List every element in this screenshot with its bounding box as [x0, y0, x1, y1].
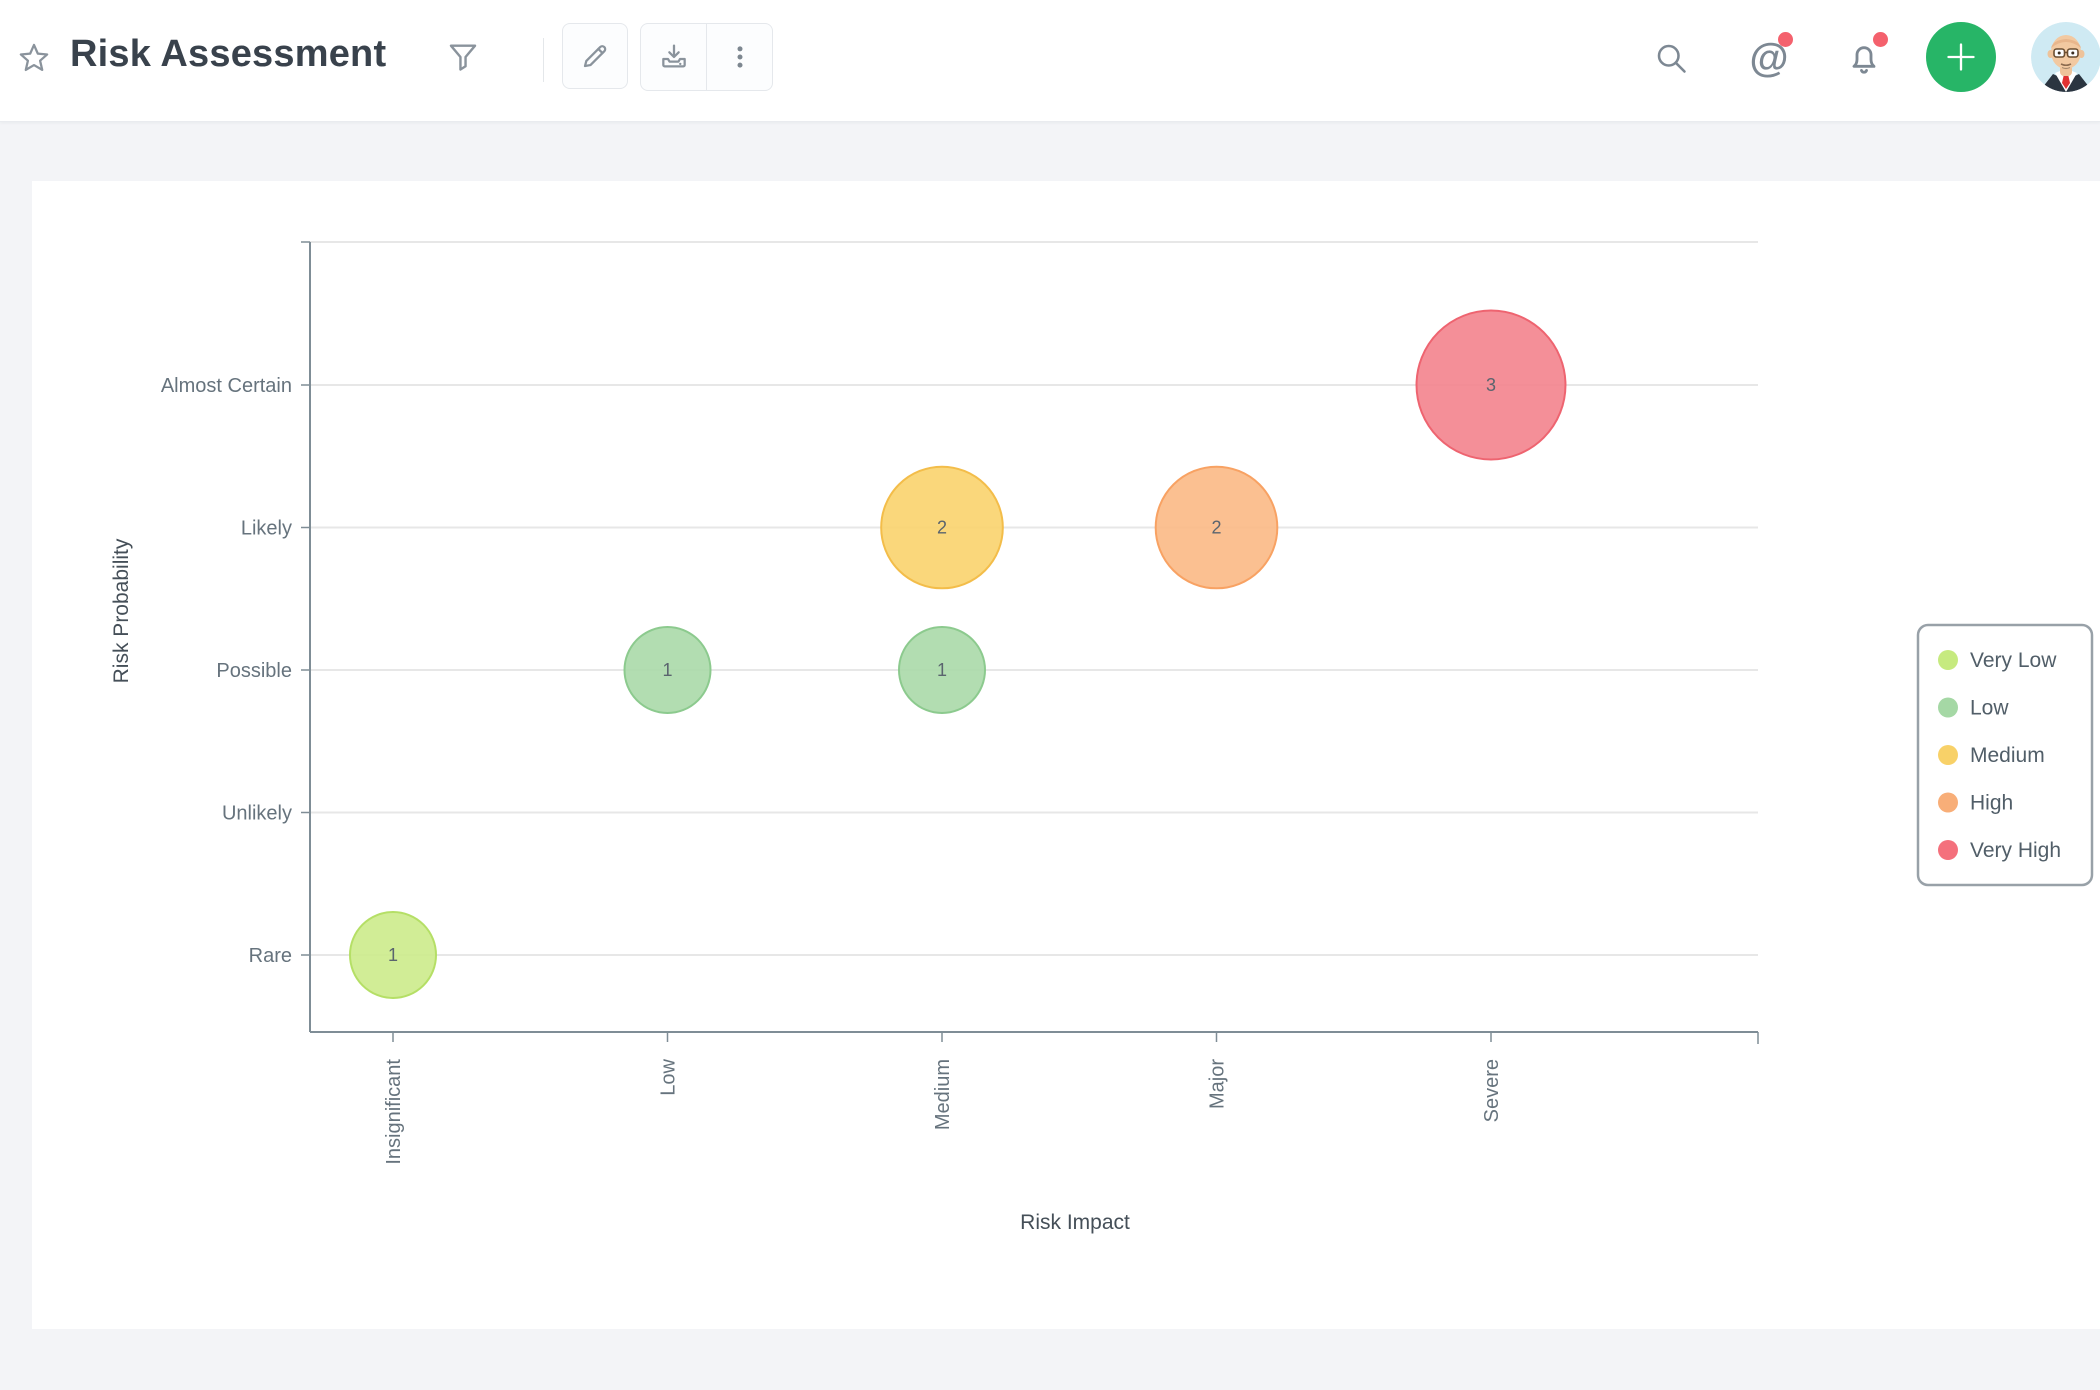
y-axis-label: Unlikely [222, 803, 292, 825]
legend-label[interactable]: High [1970, 792, 2013, 815]
legend-label[interactable]: Very High [1970, 839, 2061, 862]
legend-dot-low[interactable] [1938, 697, 1958, 718]
notification-badge [1873, 32, 1888, 47]
notification-bell-icon[interactable] [1842, 32, 1888, 80]
legend-label[interactable]: Medium [1970, 744, 2045, 767]
chart-card: 1 1 1 2 2 3 Rare Unlikely Possible Likely Almost C… [32, 181, 2100, 1329]
header-button-group [640, 23, 773, 91]
bubble-value: 1 [937, 660, 947, 680]
bubble-value: 1 [388, 945, 398, 965]
legend-box [1916, 623, 2094, 887]
y-axis-label: Possible [216, 660, 292, 682]
x-axis-title: Risk Impact [1020, 1211, 1130, 1234]
mention-badge [1778, 32, 1793, 47]
edit-button[interactable] [562, 23, 628, 89]
search-icon[interactable] [1652, 39, 1690, 77]
legend-dot-very-high[interactable] [1938, 840, 1958, 860]
legend-dot-medium[interactable] [1938, 745, 1958, 765]
y-axis-label: Almost Certain [161, 375, 292, 397]
top-header: Risk Assessment [0, 0, 2100, 122]
bubble-value: 2 [1211, 518, 1221, 538]
bubble-low[interactable] [623, 626, 712, 714]
legend-label[interactable]: Low [1970, 697, 2009, 720]
filter-icon[interactable] [445, 39, 481, 75]
x-axis-label: Severe [1481, 1059, 1503, 1122]
legend-label[interactable]: Very Low [1970, 649, 2057, 672]
download-button[interactable] [641, 24, 706, 90]
favorite-star-icon[interactable] [16, 40, 52, 76]
bubble-medium[interactable] [880, 465, 1004, 590]
mention-icon[interactable]: @ [1747, 32, 1793, 80]
bubble-very-high[interactable] [1415, 309, 1567, 461]
edit-pencil-icon [583, 45, 607, 68]
add-new-button[interactable] [1926, 22, 1996, 92]
bubble-value: 3 [1486, 375, 1496, 395]
x-axis-label: Low [658, 1058, 680, 1095]
download-icon [661, 44, 686, 68]
bubble-value: 2 [937, 518, 947, 538]
y-axis-title: Risk Probability [110, 538, 133, 683]
bubble-value: 1 [662, 660, 672, 680]
user-avatar[interactable] [2031, 22, 2100, 92]
x-axis-label: Medium [932, 1059, 954, 1130]
bubble-low[interactable] [898, 626, 986, 714]
y-axis-label: Likely [241, 518, 292, 540]
risk-bubble-chart: 1 1 1 2 2 3 Rare Unlikely Possible Likely Almost C… [110, 241, 2094, 1234]
kebab-menu-icon [737, 46, 742, 68]
y-axis-label: Rare [249, 945, 292, 967]
x-axis-label: Major [1207, 1059, 1229, 1109]
bubble-very-low[interactable] [349, 911, 437, 999]
page-title: Risk Assessment [70, 33, 387, 75]
bubble-high[interactable] [1154, 465, 1279, 590]
legend-dot-high[interactable] [1938, 792, 1958, 813]
header-divider [543, 38, 544, 82]
x-axis-label: Insignificant [383, 1059, 405, 1165]
more-options-button[interactable] [706, 24, 772, 90]
legend-dot-very-low[interactable] [1938, 650, 1958, 670]
plus-icon [1947, 43, 1975, 71]
